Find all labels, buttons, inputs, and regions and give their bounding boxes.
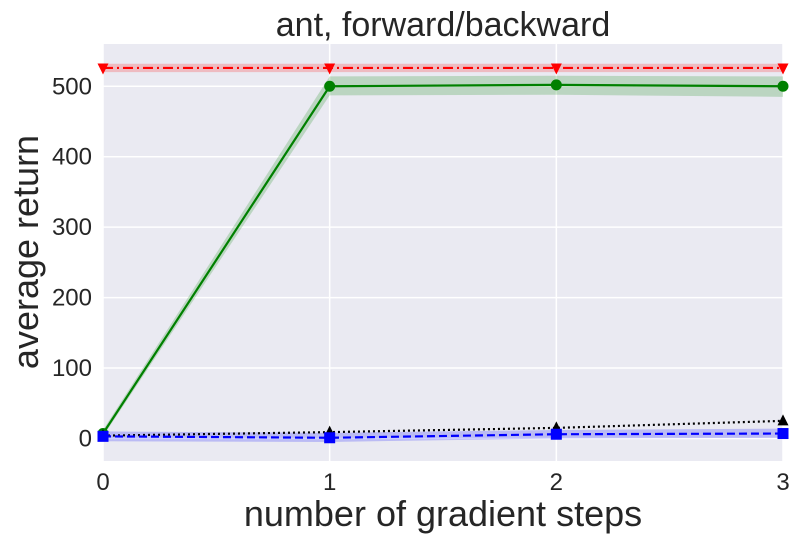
series-1-line — [102, 83, 784, 435]
series-1-band — [103, 75, 783, 437]
y-tick-label: 100 — [52, 355, 92, 382]
series-3-marker — [324, 432, 336, 444]
chart-title: ant, forward/backward — [276, 6, 611, 44]
series-1-marker — [777, 80, 789, 92]
x-tick-label: 3 — [776, 469, 789, 496]
y-tick-label: 200 — [52, 285, 92, 312]
x-tick-labels: 0 1 2 3 — [96, 469, 789, 496]
y-tick-label: 300 — [52, 214, 92, 241]
series-2-marker — [777, 414, 789, 426]
series-0-marker — [550, 63, 562, 75]
series-3-line — [102, 432, 784, 439]
series-markers — [97, 63, 789, 444]
y-tick-label: 400 — [52, 144, 92, 171]
series-0-marker — [97, 63, 109, 75]
x-tick-label: 1 — [323, 469, 336, 496]
series-2-line — [102, 419, 784, 437]
y-axis-label: average return — [5, 135, 46, 369]
x-tick-label: 2 — [550, 469, 563, 496]
series-0-marker — [324, 63, 336, 75]
series-1-marker — [324, 80, 336, 92]
series-1-marker — [550, 79, 562, 91]
series-3-marker — [550, 428, 562, 440]
series-0-marker — [777, 63, 789, 75]
series-3-marker — [777, 428, 789, 440]
y-tick-labels: 0 100 200 300 400 500 — [52, 73, 92, 452]
x-axis-label: number of gradient steps — [244, 493, 642, 534]
y-tick-label: 0 — [79, 425, 92, 452]
series-3-marker — [97, 430, 109, 442]
plot-background — [103, 44, 783, 461]
y-tick-label: 500 — [52, 73, 92, 100]
x-tick-label: 0 — [96, 469, 109, 496]
series-lines — [102, 66, 784, 439]
